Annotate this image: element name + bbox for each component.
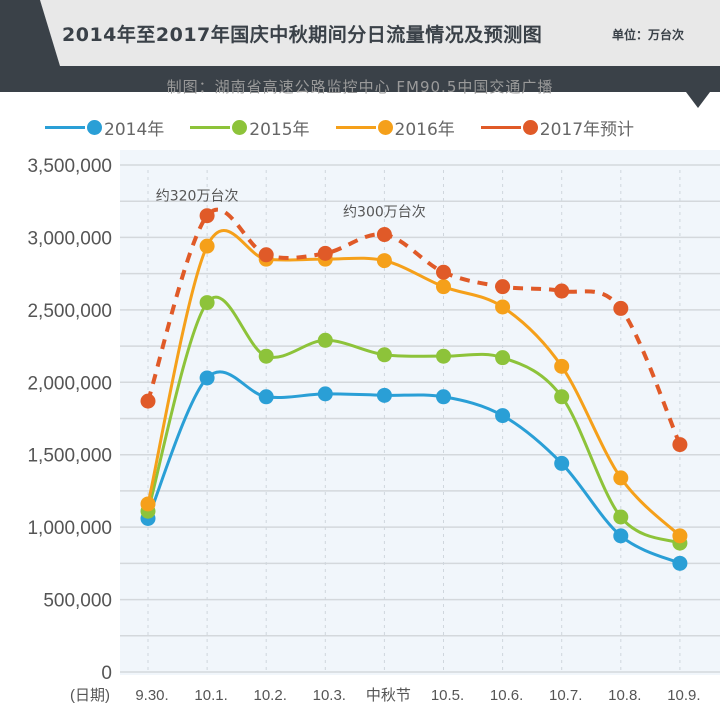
data-point xyxy=(495,408,511,424)
data-point xyxy=(317,245,333,261)
x-axis-label: (日期) xyxy=(70,687,110,704)
data-point xyxy=(672,528,688,544)
x-tick-label: 10.1. xyxy=(194,687,227,704)
data-point xyxy=(436,348,451,364)
y-tick-label: 0 xyxy=(101,663,112,684)
data-point xyxy=(140,496,156,512)
y-tick-label: 500,000 xyxy=(43,591,112,612)
legend-item: 2015年 xyxy=(190,115,310,140)
x-tick-label: 10.9. xyxy=(667,687,700,704)
x-tick-label: 10.5. xyxy=(431,687,464,704)
data-point xyxy=(554,358,570,374)
x-tick-label: 10.2. xyxy=(254,687,287,704)
data-point xyxy=(376,387,392,403)
y-tick-label: 2,000,000 xyxy=(27,373,112,394)
data-point xyxy=(376,347,392,363)
unit-label: 单位：万台次 xyxy=(612,28,685,42)
data-point xyxy=(317,332,333,348)
legend-label: 2017年预计 xyxy=(539,120,635,140)
x-tick-label: 10.6. xyxy=(490,687,523,704)
data-point xyxy=(436,264,451,280)
legend-label: 2014年 xyxy=(104,120,165,140)
data-point xyxy=(613,528,629,544)
data-point xyxy=(317,386,333,402)
legend-item: 2016年 xyxy=(335,115,455,140)
legend-marker xyxy=(87,120,102,135)
data-point xyxy=(376,253,392,269)
data-point xyxy=(376,227,392,243)
data-point xyxy=(436,389,451,405)
data-point xyxy=(258,389,274,405)
y-tick-label: 2,500,000 xyxy=(27,301,112,322)
x-tick-label: 10.8. xyxy=(608,687,641,704)
data-point xyxy=(613,470,629,486)
legend: 2014年 2015年 2016年 2017年预计 xyxy=(45,115,634,140)
legend-line xyxy=(480,126,521,129)
data-point xyxy=(554,389,570,405)
series-line-3 xyxy=(146,207,682,446)
x-tick-label: 10.7. xyxy=(549,687,582,704)
data-point xyxy=(199,208,215,224)
y-tick-label: 3,000,000 xyxy=(27,228,112,249)
data-point xyxy=(140,393,156,409)
data-point xyxy=(258,247,274,263)
legend-line xyxy=(45,126,85,129)
x-tick-label: 10.3. xyxy=(313,687,346,704)
data-point xyxy=(436,279,451,295)
data-point xyxy=(554,283,570,299)
legend-label: 2016年 xyxy=(394,120,455,140)
annotation: 约300万台次 xyxy=(343,205,426,221)
legend-line xyxy=(190,126,231,129)
data-point xyxy=(199,295,215,311)
header-pointer xyxy=(686,92,710,108)
title-band xyxy=(40,0,720,66)
legend-marker xyxy=(522,120,538,135)
data-point xyxy=(672,555,688,571)
legend-label: 2015年 xyxy=(249,120,310,140)
y-tick-label: 1,000,000 xyxy=(27,518,112,539)
data-point xyxy=(199,238,215,254)
data-point xyxy=(613,300,629,316)
data-point xyxy=(495,279,511,295)
legend-marker xyxy=(232,120,248,135)
source-credit: 制图：湖南省高速公路监控中心 FM90.5中国交通广播 xyxy=(166,78,554,96)
data-point xyxy=(672,437,688,453)
legend-line xyxy=(335,126,376,129)
y-tick-label: 1,500,000 xyxy=(27,446,112,467)
legend-item: 2014年 xyxy=(45,115,164,140)
header: 2014年至2017年国庆中秋期间分日流量情况及预测图 单位：万台次 xyxy=(0,0,720,96)
data-point xyxy=(495,299,511,315)
data-point xyxy=(495,350,511,366)
data-point xyxy=(554,455,570,471)
data-point xyxy=(199,370,215,386)
data-point xyxy=(258,348,274,364)
legend-marker xyxy=(377,120,393,135)
data-point xyxy=(613,509,629,525)
x-tick-label: 中秋节 xyxy=(366,687,411,704)
annotation: 约320万台次 xyxy=(156,189,239,205)
legend-item: 2017年预计 xyxy=(480,115,635,140)
x-tick-label: 9.30. xyxy=(135,687,168,704)
plot-background xyxy=(120,150,720,675)
chart-title: 2014年至2017年国庆中秋期间分日流量情况及预测图 xyxy=(62,24,543,46)
y-tick-label: 3,500,000 xyxy=(27,156,112,177)
